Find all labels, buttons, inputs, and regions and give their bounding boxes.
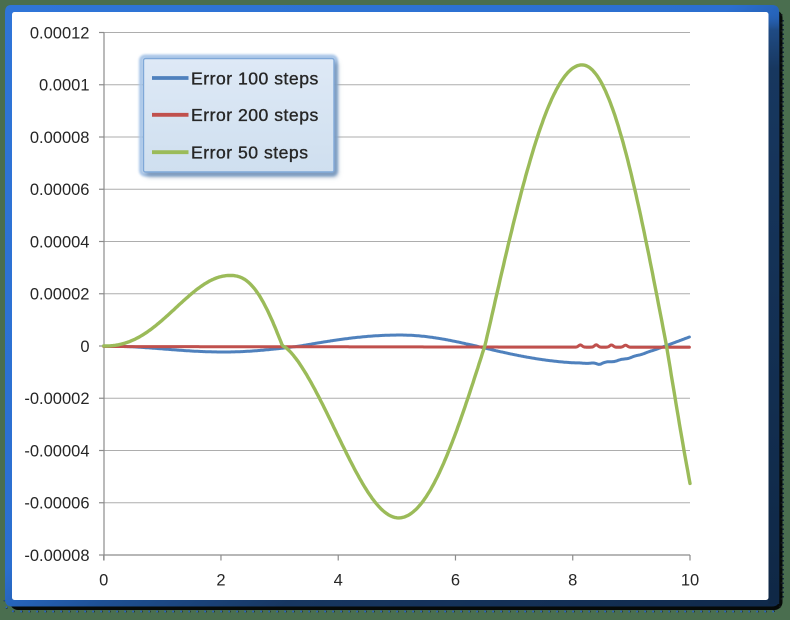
svg-text:0.00002: 0.00002 <box>30 286 90 304</box>
svg-text:0.00004: 0.00004 <box>30 233 90 251</box>
svg-text:8: 8 <box>568 572 577 590</box>
svg-text:0: 0 <box>99 572 108 590</box>
svg-text:-0.00008: -0.00008 <box>24 547 89 565</box>
svg-text:0.00006: 0.00006 <box>30 181 90 199</box>
svg-text:6: 6 <box>451 572 460 590</box>
svg-text:0.0001: 0.0001 <box>39 77 89 95</box>
svg-text:Error 100 steps: Error 100 steps <box>191 68 319 88</box>
svg-text:0.00008: 0.00008 <box>30 129 90 147</box>
svg-text:Error 200 steps: Error 200 steps <box>191 105 319 125</box>
svg-text:-0.00002: -0.00002 <box>24 390 89 408</box>
svg-text:-0.00006: -0.00006 <box>24 495 89 513</box>
svg-text:0.00012: 0.00012 <box>30 24 90 42</box>
svg-text:10: 10 <box>681 572 699 590</box>
svg-text:-0.00004: -0.00004 <box>24 442 89 460</box>
svg-text:0: 0 <box>80 338 89 356</box>
svg-text:2: 2 <box>216 572 225 590</box>
svg-text:4: 4 <box>334 572 343 590</box>
svg-text:Error 50 steps: Error 50 steps <box>191 143 309 163</box>
